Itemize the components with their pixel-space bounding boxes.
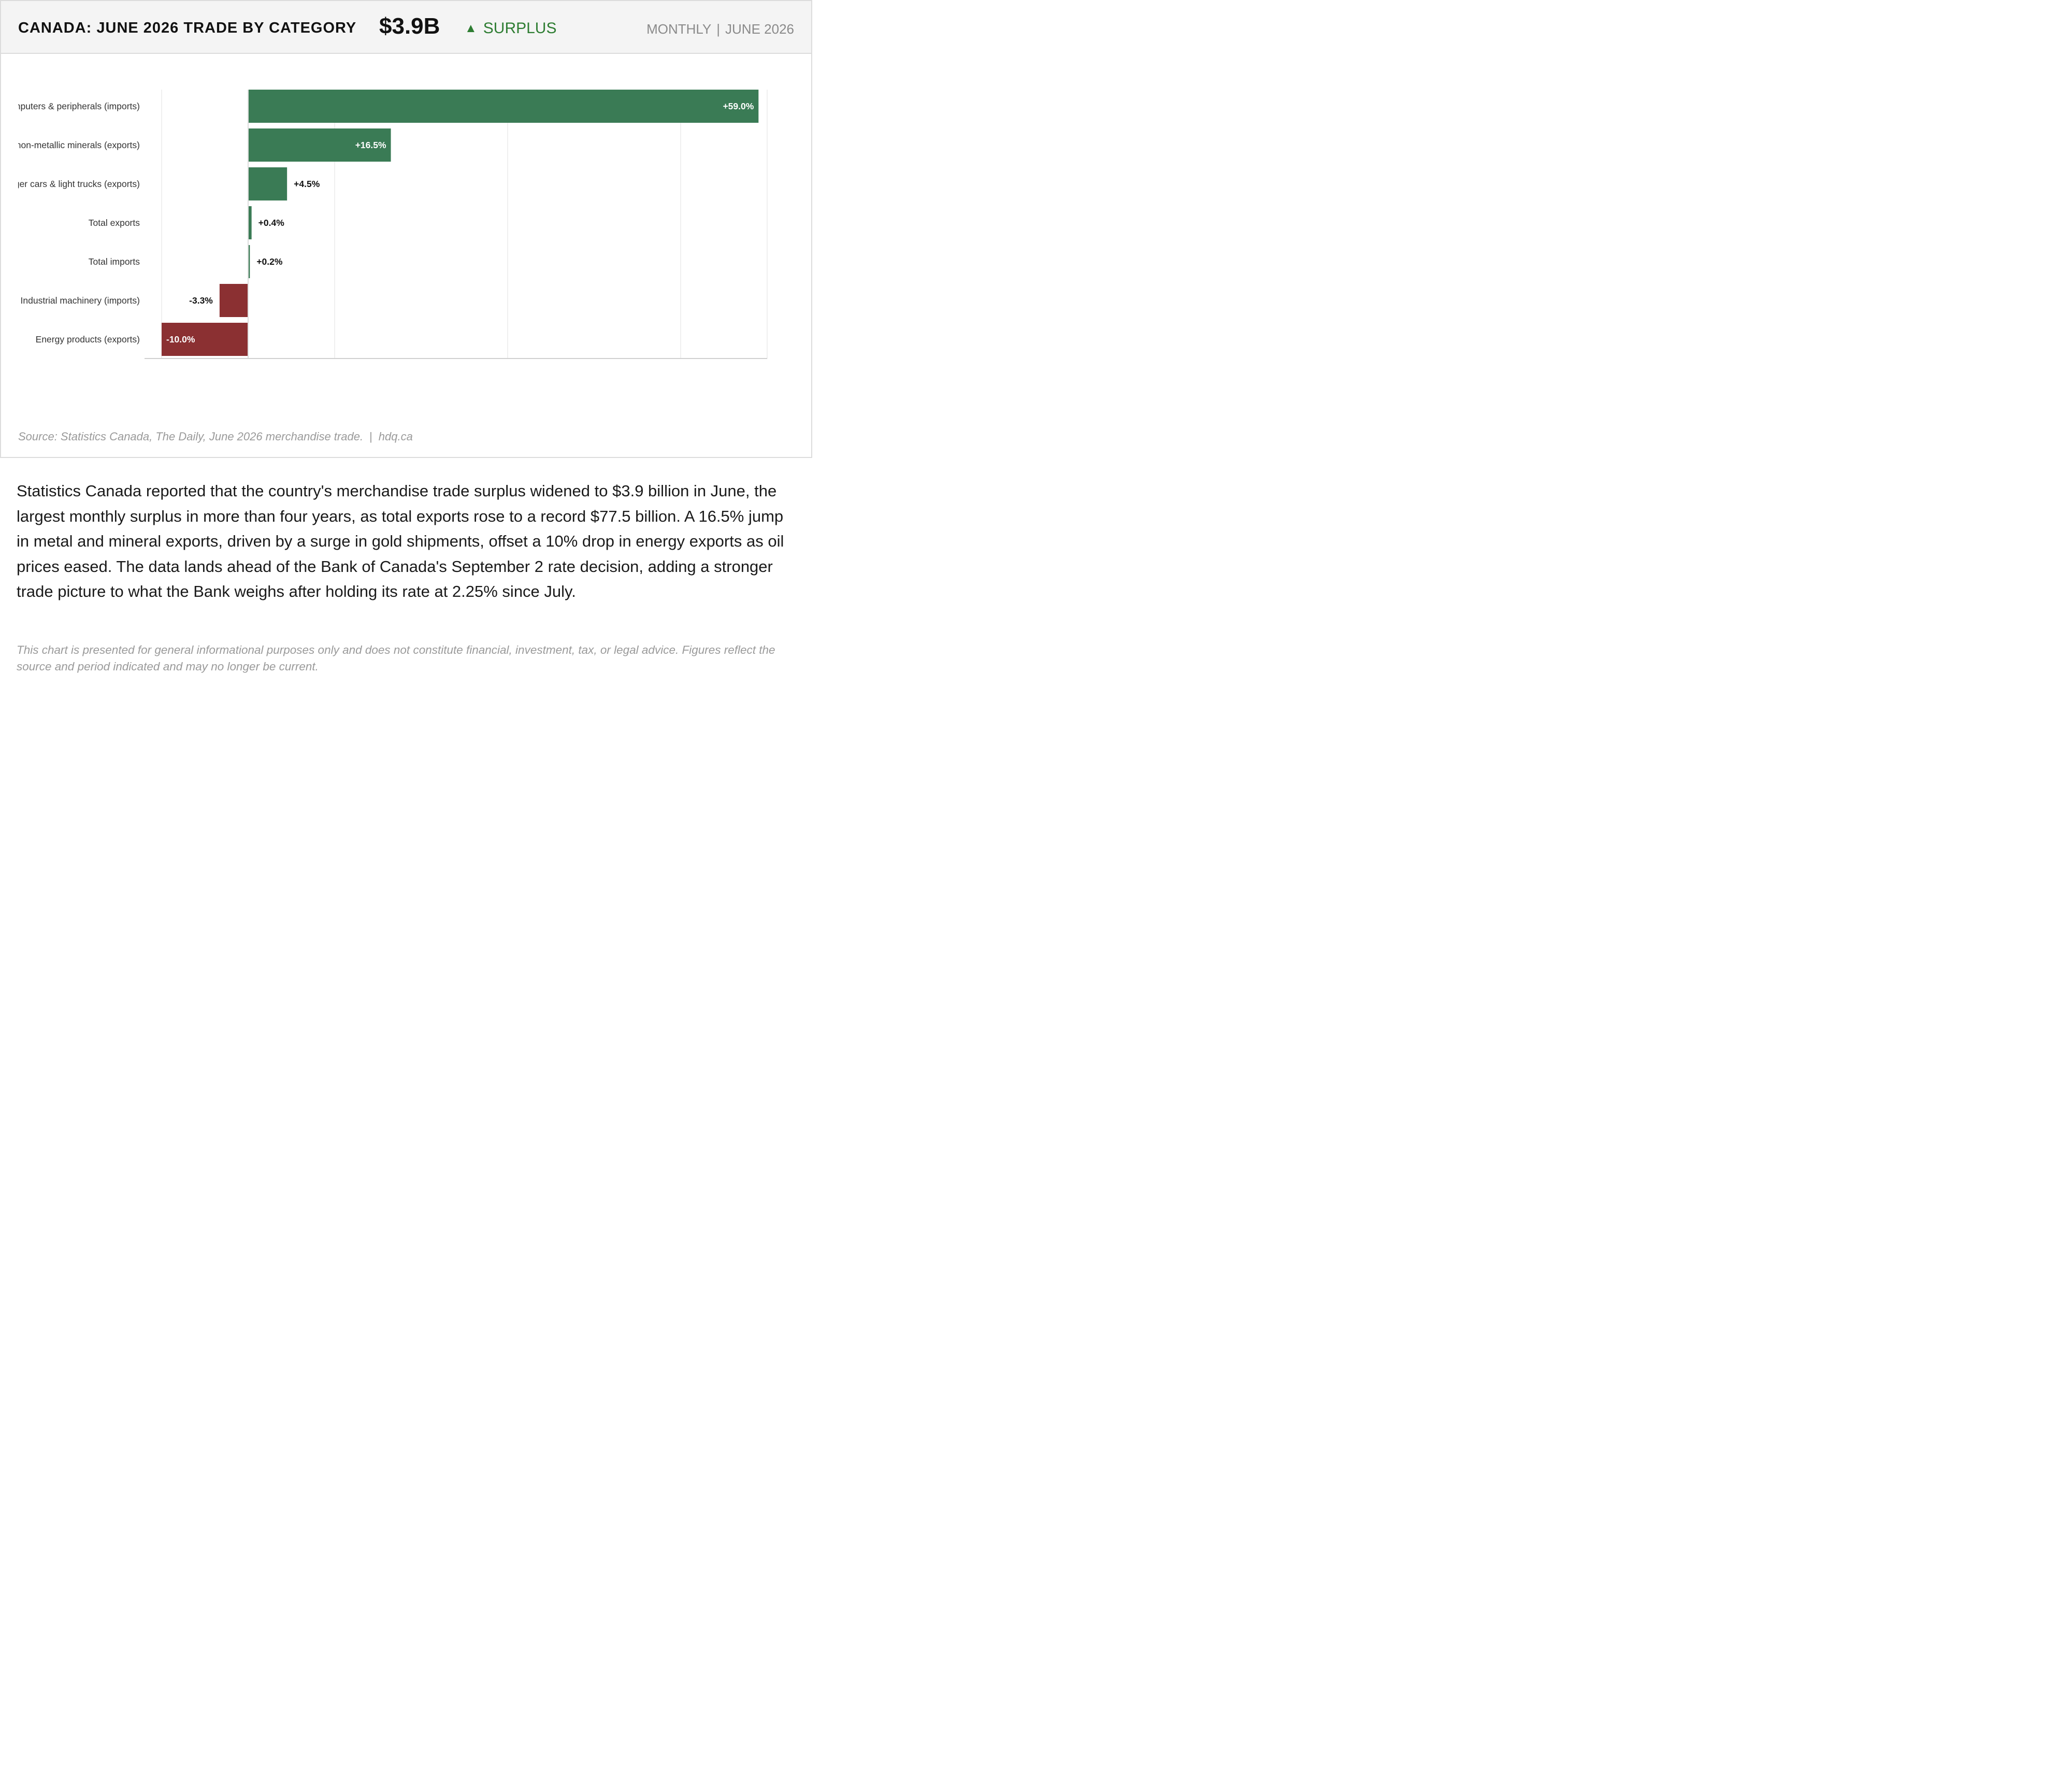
category-label: Passenger cars & light trucks (exports)	[1, 179, 140, 189]
axes	[145, 90, 767, 359]
value-label: +4.5%	[294, 179, 320, 189]
bar	[248, 90, 759, 123]
category-labels: Computers & peripherals (imports) Metal &…	[1, 101, 140, 345]
category-label: Energy products (exports)	[36, 334, 140, 345]
status-label: SURPLUS	[483, 20, 557, 37]
category-label: Total imports	[89, 256, 140, 267]
source-separator: |	[369, 430, 372, 443]
disclaimer: This chart is presented for general info…	[17, 643, 775, 673]
source-text: Source: Statistics Canada, The Daily, Ju…	[18, 430, 364, 443]
triangle-up-icon: ▲	[465, 21, 477, 35]
headline-value: $3.9B	[379, 13, 440, 39]
value-label: -3.3%	[189, 295, 213, 306]
bar	[248, 167, 287, 200]
value-label: +16.5%	[355, 140, 386, 150]
category-label: Metal & non-metallic minerals (exports)	[1, 140, 140, 150]
value-label: +59.0%	[723, 101, 754, 111]
bar	[219, 284, 248, 317]
status-badge: ▲ SURPLUS	[465, 20, 556, 37]
value-label: +0.4%	[258, 218, 285, 228]
period-label: JUNE 2026	[725, 21, 794, 37]
bar	[248, 245, 250, 278]
source-site: hdq.ca	[378, 430, 413, 443]
bar	[162, 323, 248, 356]
period-separator: |	[716, 21, 721, 37]
chart-header: CANADA: JUNE 2026 TRADE BY CATEGORY $3.9…	[1, 1, 811, 54]
frequency-label: MONTHLY	[646, 21, 712, 37]
bar	[248, 128, 391, 162]
value-labels: +59.0% +16.5% +4.5% +0.4% +0.2% -3.3% -10.0%	[166, 101, 754, 345]
summary-paragraph: Statistics Canada reported that the coun…	[17, 482, 784, 600]
bar-chart: Computers & peripherals (imports) Metal &…	[1, 90, 768, 359]
chart-title: CANADA: JUNE 2026 TRADE BY CATEGORY	[18, 20, 357, 36]
chart-card: CANADA: JUNE 2026 TRADE BY CATEGORY $3.9…	[0, 0, 812, 458]
category-label: Computers & peripherals (imports)	[2, 101, 140, 111]
source-note: Source: Statistics Canada, The Daily, Ju…	[18, 430, 413, 443]
bar	[248, 206, 252, 239]
category-label: Industrial machinery (imports)	[21, 295, 140, 306]
value-label: -10.0%	[166, 334, 195, 345]
period-info: MONTHLY | JUNE 2026	[646, 21, 794, 37]
bars	[162, 90, 759, 356]
category-label: Total exports	[89, 218, 140, 228]
value-label: +0.2%	[256, 256, 283, 267]
